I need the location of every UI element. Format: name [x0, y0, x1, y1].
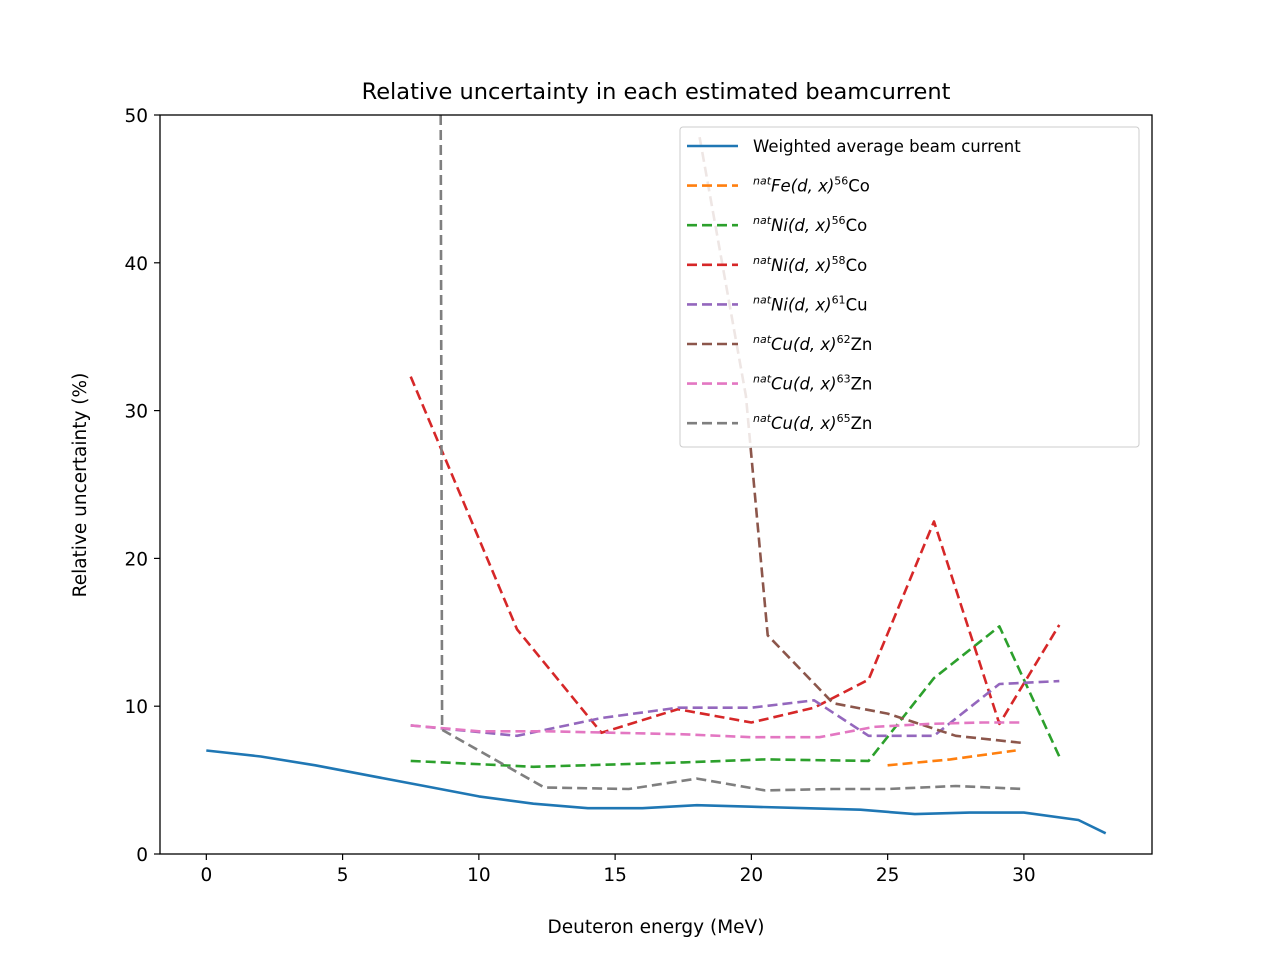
x-tick-label: 30 — [1012, 865, 1036, 886]
x-tick-label: 20 — [740, 865, 764, 886]
y-tick-label: 20 — [124, 549, 148, 570]
legend-label-0: Weighted average beam current — [753, 137, 1021, 156]
legend: Weighted average beam current natFe(d, x)… — [679, 126, 1140, 448]
x-tick-label: 15 — [603, 865, 627, 886]
legend-label-6: natCu(d, x)63Zn — [753, 373, 872, 394]
y-axis: 0 10 20 30 40 50 — [124, 106, 160, 866]
legend-label-5: natCu(d, x)62Zn — [753, 333, 872, 354]
x-tick-label: 0 — [200, 865, 212, 886]
x-tick-label: 5 — [337, 865, 349, 886]
series-line-2 — [410, 625, 1061, 769]
y-tick-label: 40 — [124, 254, 148, 275]
series-line-0 — [206, 749, 1107, 835]
chart-title: Relative uncertainty in each estimated b… — [362, 79, 951, 105]
legend-label-4: natNi(d, x)61Cu — [753, 293, 868, 314]
x-tick-label: 10 — [467, 865, 491, 886]
series-line-6 — [410, 721, 1024, 739]
legend-label-2: natNi(d, x)56Co — [753, 214, 867, 235]
legend-box — [679, 126, 1140, 448]
series-line-4 — [410, 679, 1060, 738]
series-line-7 — [439, 115, 1024, 792]
y-tick-label: 50 — [124, 106, 148, 127]
y-tick-label: 0 — [136, 845, 148, 866]
y-axis-label: Relative uncertainty (%) — [70, 373, 91, 598]
legend-label-3: natNi(d, x)58Co — [753, 254, 867, 275]
x-tick-label: 25 — [876, 865, 900, 886]
legend-label-1: natFe(d, x)56Co — [753, 175, 870, 196]
y-tick-label: 30 — [124, 402, 148, 423]
y-tick-label: 10 — [124, 697, 148, 718]
series-line-1 — [887, 749, 1016, 767]
series-line-3 — [409, 376, 1061, 735]
x-axis-label: Deuteron energy (MeV) — [548, 917, 765, 938]
x-axis: 0 5 10 15 20 25 30 — [200, 854, 1036, 886]
legend-label-7: natCu(d, x)65Zn — [753, 412, 872, 433]
plot-frame — [159, 114, 1153, 855]
